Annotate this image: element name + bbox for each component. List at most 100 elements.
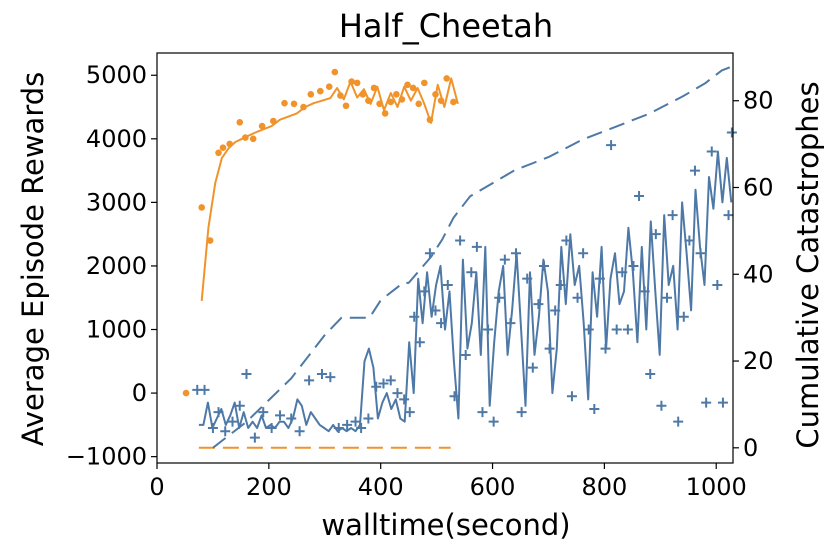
data-point: [325, 372, 336, 383]
smoothed-line: [200, 77, 459, 301]
data-point: [363, 413, 374, 424]
x-tick-label: 600: [470, 473, 516, 501]
data-point: [589, 403, 600, 414]
y-tick-label: −1000: [66, 443, 147, 471]
data-point: [566, 391, 577, 402]
data-point: [455, 235, 466, 246]
series-orange-reward-smoothed: [200, 77, 459, 301]
plot-frame: [156, 52, 734, 464]
data-point: [662, 292, 673, 303]
dashed-line: [212, 65, 734, 449]
data-point: [353, 79, 361, 87]
data-point: [499, 254, 510, 265]
y-tick-label: 4000: [86, 125, 147, 153]
data-point: [325, 83, 333, 90]
data-point: [415, 100, 423, 108]
y2-tick-label: 60: [743, 173, 774, 201]
data-point: [198, 204, 206, 211]
data-point: [281, 99, 288, 107]
y2-tick-label: 0: [743, 434, 758, 462]
data-point: [466, 267, 477, 278]
x-tick-label: 0: [149, 473, 164, 501]
data-point: [219, 144, 227, 152]
x-tick-label: 800: [581, 473, 627, 501]
data-point: [290, 100, 298, 108]
y2-axis-title: Cumulative Catastrophes: [791, 81, 825, 448]
data-point: [723, 210, 734, 221]
data-point: [249, 135, 257, 143]
series-layer: [182, 65, 737, 449]
data-point: [258, 407, 269, 418]
x-tick-label: 200: [246, 473, 292, 501]
chart-title: Half_Cheetah: [339, 7, 553, 45]
data-point: [622, 324, 633, 335]
data-point: [404, 81, 411, 89]
data-point: [488, 416, 499, 427]
data-point: [258, 122, 266, 130]
data-point: [449, 391, 460, 402]
data-point: [316, 369, 327, 380]
data-point: [206, 237, 214, 244]
data-point: [689, 165, 700, 176]
data-point: [385, 375, 396, 386]
y-tick-label: 0: [132, 379, 147, 407]
data-point: [227, 416, 238, 427]
data-point: [667, 210, 678, 221]
data-point: [342, 102, 350, 110]
data-point: [234, 400, 245, 411]
tick-layer: 0 200 400 600 800 1000−1000010002000300040005…: [66, 61, 774, 501]
data-point: [249, 432, 260, 443]
data-point: [645, 369, 656, 380]
data-point: [443, 75, 450, 82]
y-tick-label: 5000: [86, 61, 147, 89]
data-point: [606, 140, 617, 151]
data-point: [307, 91, 315, 98]
data-point: [533, 299, 544, 310]
data-point: [460, 349, 471, 360]
data-point: [215, 149, 222, 157]
data-point: [399, 394, 410, 405]
data-point: [706, 146, 717, 157]
data-point: [442, 280, 453, 291]
data-point: [527, 362, 538, 373]
y-tick-label: 3000: [86, 188, 147, 216]
y2-tick-label: 40: [743, 260, 774, 288]
data-point: [583, 324, 594, 335]
data-point: [678, 311, 689, 322]
data-point: [477, 407, 488, 418]
data-point: [241, 369, 252, 380]
y-axis-title: Average Episode Rewards: [16, 72, 50, 447]
data-point: [199, 384, 210, 395]
y-tick-label: 2000: [86, 252, 147, 280]
data-point: [342, 419, 353, 430]
data-point: [182, 389, 190, 397]
y2-tick-label: 20: [743, 347, 774, 375]
data-point: [611, 324, 622, 335]
data-point: [726, 127, 737, 138]
series-blue-reward-smoothed: [198, 150, 733, 433]
x-tick-label: 400: [358, 473, 404, 501]
data-point: [350, 416, 361, 427]
data-point: [701, 397, 712, 408]
data-point: [294, 426, 305, 437]
data-point: [220, 426, 231, 437]
data-point: [331, 68, 339, 76]
data-point: [717, 397, 728, 408]
data-point: [381, 110, 389, 117]
data-point: [634, 191, 645, 202]
x-tick-label: 1000: [686, 473, 747, 501]
data-point: [393, 91, 400, 98]
series-blue-cumulative-catastrophes: [212, 65, 734, 449]
data-point: [673, 416, 684, 427]
data-point: [578, 248, 589, 259]
data-point: [424, 248, 435, 259]
data-point: [516, 407, 527, 418]
data-point: [387, 98, 395, 106]
data-point: [409, 84, 417, 92]
data-point: [392, 388, 403, 399]
x-axis-title: walltime(second): [321, 508, 570, 542]
data-point: [316, 87, 324, 95]
data-point: [404, 407, 415, 418]
data-point: [236, 118, 244, 126]
